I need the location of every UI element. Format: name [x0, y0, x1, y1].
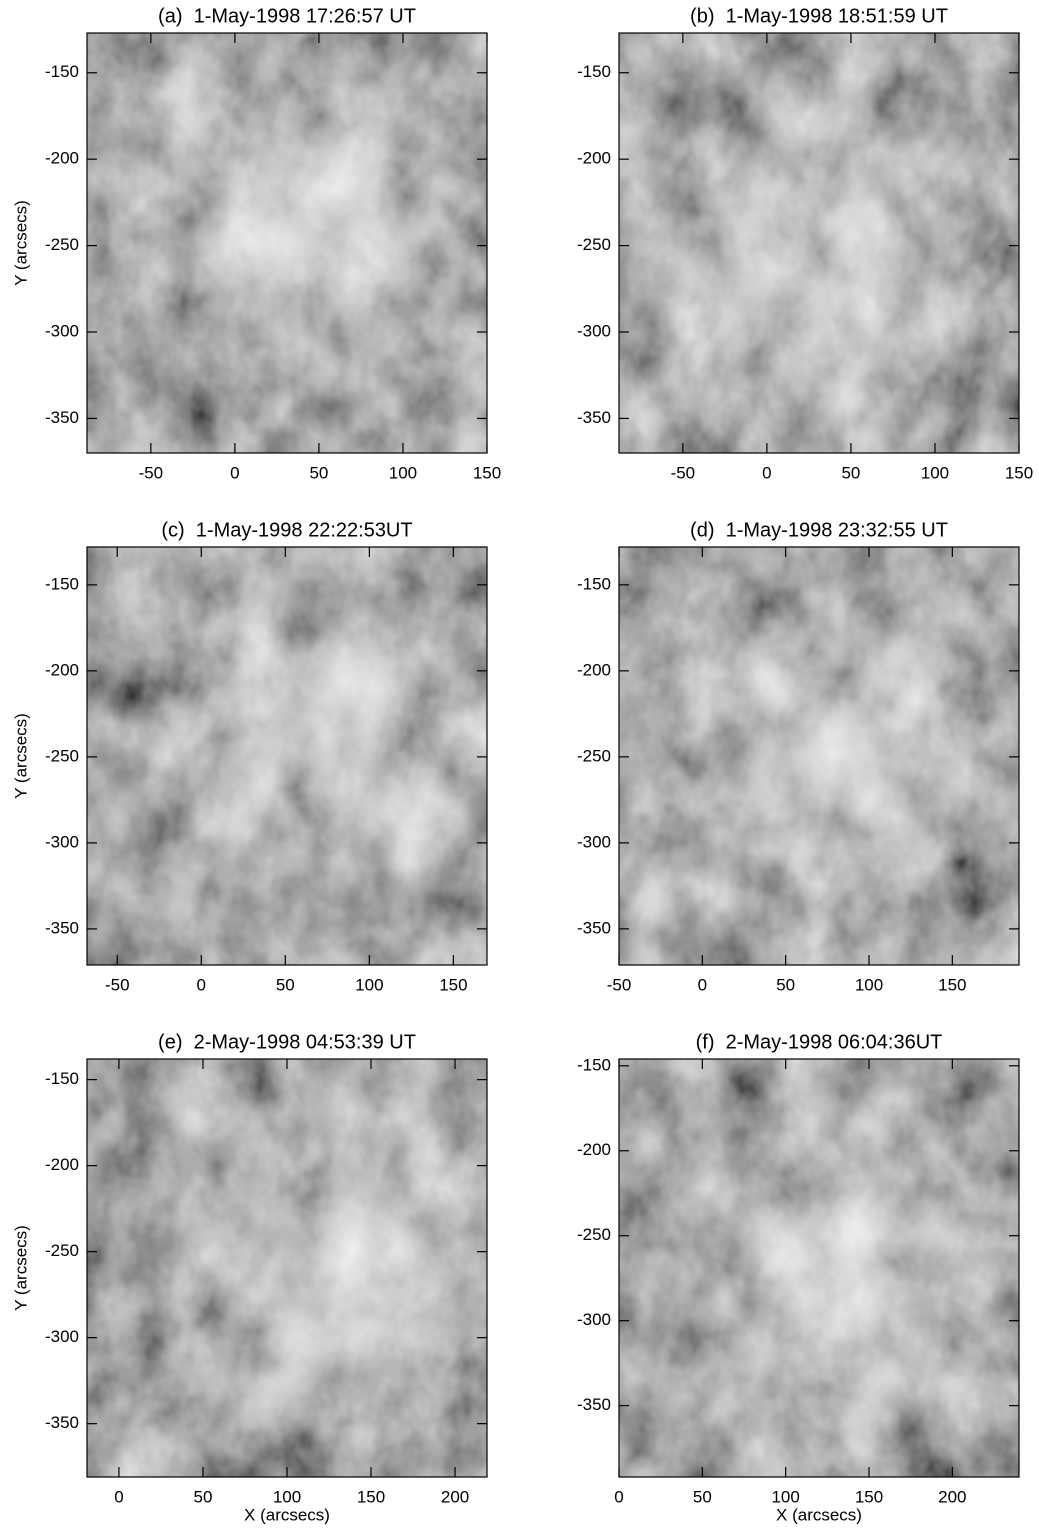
- x-tick-label: 200: [938, 1487, 966, 1506]
- image-glow: [619, 1059, 1019, 1477]
- y-tick-label: -250: [577, 1225, 611, 1244]
- x-tick-label: 100: [771, 1487, 799, 1506]
- y-tick-label: -350: [45, 408, 79, 427]
- y-tick-label: -300: [577, 832, 611, 851]
- y-tick-label: -200: [45, 660, 79, 679]
- y-tick-label: -150: [45, 574, 79, 593]
- x-tick-label: 100: [355, 975, 383, 994]
- x-tick-label: 0: [230, 463, 239, 482]
- y-tick-label: -350: [577, 918, 611, 937]
- image-glow: [87, 1059, 487, 1477]
- y-tick-label: -250: [45, 235, 79, 254]
- y-tick-label: -150: [45, 62, 79, 81]
- y-tick-label: -350: [577, 1395, 611, 1414]
- x-tick-label: -50: [139, 463, 164, 482]
- y-tick-label: -200: [45, 1155, 79, 1174]
- x-tick-label: 0: [114, 1487, 123, 1506]
- x-tick-label: 100: [921, 463, 949, 482]
- x-tick-label: 50: [309, 463, 328, 482]
- y-tick-label: -200: [577, 149, 611, 168]
- y-tick-label: -150: [577, 574, 611, 593]
- x-tick-label: 150: [357, 1487, 385, 1506]
- x-tick-label: 200: [441, 1487, 469, 1506]
- y-tick-label: -200: [577, 660, 611, 679]
- x-tick-label: 150: [473, 463, 501, 482]
- x-tick-label: 100: [389, 463, 417, 482]
- y-axis-label: Y (arcsecs): [11, 1225, 30, 1311]
- panel-title: (b) 1-May-1998 18:51:59 UT: [690, 5, 948, 27]
- y-tick-label: -350: [45, 1413, 79, 1432]
- y-tick-label: -250: [577, 746, 611, 765]
- y-tick-label: -250: [577, 235, 611, 254]
- x-tick-label: -50: [607, 975, 632, 994]
- y-tick-label: -300: [45, 832, 79, 851]
- plot-frame: [618, 1058, 1020, 1478]
- x-tick-label: 100: [855, 975, 883, 994]
- x-tick-label: -50: [105, 975, 130, 994]
- y-tick-label: -350: [45, 918, 79, 937]
- x-tick-label: 100: [273, 1487, 301, 1506]
- image-glow: [87, 33, 487, 453]
- y-tick-label: -150: [577, 62, 611, 81]
- y-tick-label: -150: [577, 1055, 611, 1074]
- x-tick-label: 0: [698, 975, 707, 994]
- x-tick-label: 150: [439, 975, 467, 994]
- plot-frame: [618, 546, 1020, 966]
- plot-frame: [618, 32, 1020, 454]
- x-tick-label: 50: [841, 463, 860, 482]
- image-glow: [87, 547, 487, 965]
- y-tick-label: -250: [45, 1241, 79, 1260]
- x-tick-label: 50: [776, 975, 795, 994]
- y-tick-label: -300: [45, 1327, 79, 1346]
- x-tick-label: 150: [855, 1487, 883, 1506]
- x-tick-label: 0: [762, 463, 771, 482]
- x-axis-label: X (arcsecs): [244, 1505, 330, 1524]
- panel-title: (e) 2-May-1998 04:53:39 UT: [158, 1031, 416, 1053]
- x-tick-label: -50: [671, 463, 696, 482]
- image-glow: [619, 33, 1019, 453]
- y-tick-label: -350: [577, 408, 611, 427]
- plot-frame: [86, 32, 488, 454]
- x-tick-label: 0: [197, 975, 206, 994]
- x-tick-label: 0: [614, 1487, 623, 1506]
- plot-frame: [86, 546, 488, 966]
- x-axis-label: X (arcsecs): [776, 1505, 862, 1524]
- x-tick-label: 50: [693, 1487, 712, 1506]
- y-tick-label: -300: [45, 321, 79, 340]
- y-tick-label: -300: [577, 321, 611, 340]
- y-tick-label: -300: [577, 1310, 611, 1329]
- y-axis-label: Y (arcsecs): [11, 713, 30, 799]
- y-tick-label: -200: [45, 149, 79, 168]
- panel-title: (d) 1-May-1998 23:32:55 UT: [690, 519, 948, 541]
- image-glow: [619, 547, 1019, 965]
- x-tick-label: 150: [1005, 463, 1033, 482]
- panel-title: (c) 1-May-1998 22:22:53UT: [161, 519, 412, 541]
- y-axis-label: Y (arcsecs): [11, 200, 30, 286]
- panel-title: (a) 1-May-1998 17:26:57 UT: [158, 5, 416, 27]
- x-tick-label: 50: [194, 1487, 213, 1506]
- x-tick-label: 150: [938, 975, 966, 994]
- y-tick-label: -150: [45, 1069, 79, 1088]
- x-tick-label: 50: [276, 975, 295, 994]
- y-tick-label: -250: [45, 746, 79, 765]
- panel-title: (f) 2-May-1998 06:04:36UT: [696, 1031, 943, 1053]
- y-tick-label: -200: [577, 1140, 611, 1159]
